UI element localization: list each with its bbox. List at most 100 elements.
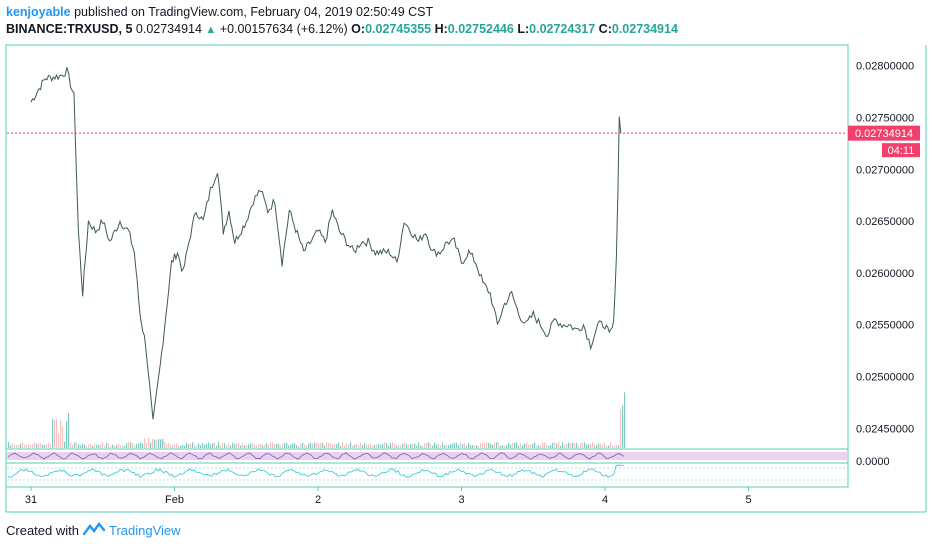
volume-bar [42,444,44,448]
volume-bar [264,444,266,448]
volume-bar [354,444,356,448]
volume-bar [128,442,130,448]
volume-bar [380,444,382,448]
volume-bar [420,445,422,448]
y-tick-label: 0.02450000 [856,423,914,435]
volume-bar [258,444,260,448]
volume-bar [388,445,390,448]
volume-bar [116,445,118,448]
volume-bar [572,442,574,448]
volume-bar [348,444,350,448]
volume-bar [226,445,228,448]
volume-bar [358,444,360,448]
volume-bar [246,445,248,448]
time-scale[interactable]: 31 Feb 2 3 4 5 [25,487,752,506]
volume-bar [482,442,484,448]
volume-bar [298,445,300,448]
volume-bar [554,442,556,448]
volume-bar [366,445,368,448]
volume-bar [342,442,344,448]
volume-bar [24,444,26,448]
volume-bar [454,442,456,448]
tradingview-logo-icon[interactable] [82,522,106,539]
volume-bar [104,445,106,448]
volume-bar [274,444,276,448]
volume-bar [196,445,198,448]
volume-bar [126,443,128,448]
volume-bar [340,445,342,448]
volume-bar [174,444,176,448]
volume-bar [438,444,440,448]
volume-bar [80,445,82,448]
volume-bar [270,442,272,448]
volume-bar [586,444,588,448]
volume-bar [294,443,296,448]
volume-bar [430,444,432,448]
volume-bar [50,444,52,448]
x-tick-label: 3 [458,494,464,506]
y-tick-label: 0.02800000 [856,61,914,73]
volume-bar [66,420,68,448]
volume-bar [40,443,42,448]
volume-bar [118,443,120,448]
volume-bar [240,445,242,448]
volume-bar [194,445,196,448]
volume-bar [154,439,156,448]
volume-bar [16,444,18,448]
volume-bar [202,443,204,448]
volume-bar [478,445,480,448]
volume-bar [514,442,516,448]
volume-bar [134,445,136,448]
volume-bar [552,442,554,448]
volume-bar [512,443,514,448]
volume-bar [614,445,616,448]
volume-bar [288,445,290,448]
volume-bar [142,443,144,448]
volume-bar [370,443,372,448]
volume-bar [280,445,282,448]
publish-line: kenjoyable published on TradingView.com,… [6,4,678,21]
volume-bar [494,442,496,448]
volume-bar [426,443,428,448]
volume-bar [532,443,534,448]
volume-bar [292,443,294,448]
volume-bar [304,444,306,448]
volume-bar [442,442,444,448]
volume-bar [608,445,610,448]
volume-bar [394,443,396,448]
volume-bar [456,442,458,448]
symbol-label: BINANCE:TRXUSD, 5 [6,22,133,36]
last-price: 0.02734914 [135,22,202,36]
volume-bar [328,442,330,448]
volume-bar [200,445,202,448]
volume-bar [500,445,502,448]
volume-bar [48,442,50,448]
volume-bar [150,442,152,448]
volume-bar [14,445,16,448]
volume-bar [138,443,140,448]
open-label: O: [351,22,366,36]
volume-bar [168,443,170,448]
volume-bar [68,413,70,448]
volume-bar [446,444,448,448]
volume-bar [548,445,550,448]
volume-bar [268,445,270,448]
volume-bar [198,443,200,448]
volume-bar [546,444,548,448]
volume-bar [448,444,450,448]
tradingview-brand[interactable]: TradingView [108,523,181,538]
volume-bar [376,444,378,448]
price-scale[interactable]: 0.02800000 0.02750000 0.02700000 0.02650000… [856,61,914,436]
price-tag-text: 0.02734914 [855,128,913,140]
volume-bar [120,444,122,448]
volume-bar [38,443,40,448]
y-tick-label: 0.02550000 [856,320,914,332]
volume-bar [222,442,224,448]
volume-bar [580,442,582,448]
open-value: 0.02745355 [365,22,432,36]
indicator-rsi-line [7,464,624,478]
volume-bar [458,445,460,448]
author-link[interactable]: kenjoyable [6,5,71,19]
volume-bar [64,441,66,448]
